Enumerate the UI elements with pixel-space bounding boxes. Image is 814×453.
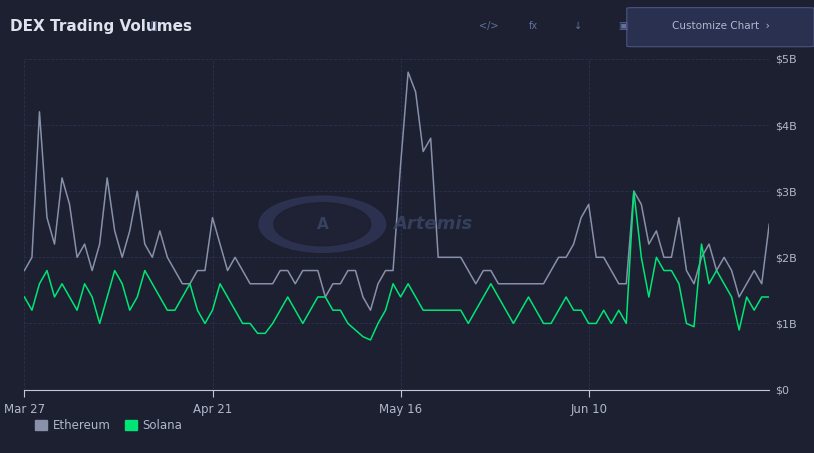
Circle shape <box>259 196 386 252</box>
Circle shape <box>274 203 370 246</box>
FancyBboxPatch shape <box>627 8 814 47</box>
Legend: Ethereum, Solana: Ethereum, Solana <box>30 414 187 437</box>
Text: A: A <box>317 217 328 232</box>
Text: ⓘ: ⓘ <box>151 21 157 31</box>
Text: DEX Trading Volumes: DEX Trading Volumes <box>10 19 192 34</box>
Text: </>: </> <box>479 21 498 31</box>
Text: Artemis: Artemis <box>393 215 472 233</box>
Text: ↓: ↓ <box>574 21 582 31</box>
Text: fx: fx <box>528 21 538 31</box>
Text: Customize Chart  ›: Customize Chart › <box>672 21 769 31</box>
Text: ▣: ▣ <box>618 21 628 31</box>
